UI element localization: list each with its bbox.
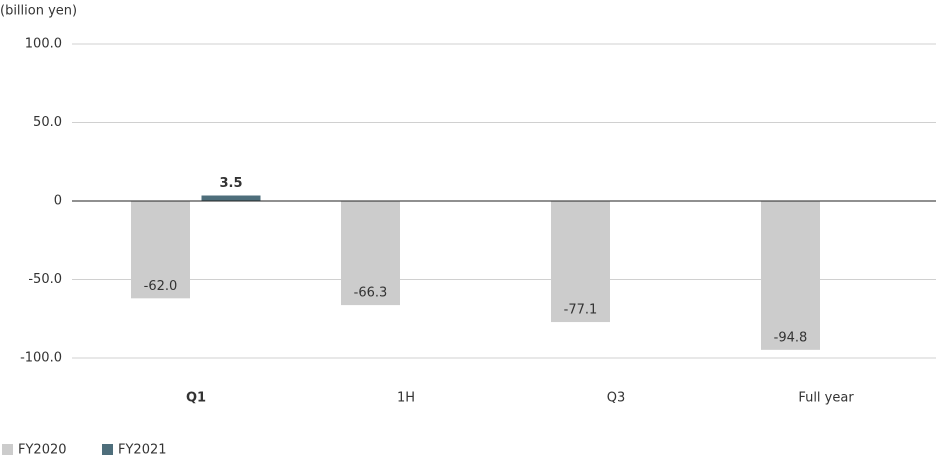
x-tick-label: Full year — [798, 391, 854, 406]
x-tick-label: Q3 — [607, 391, 626, 406]
bar — [551, 201, 610, 323]
value-label: 3.5 — [219, 176, 242, 191]
legend-swatch — [2, 444, 13, 455]
bar — [341, 201, 400, 306]
x-tick-label: 1H — [397, 391, 415, 406]
value-label: -62.0 — [144, 279, 178, 294]
y-tick-label: 100.0 — [25, 37, 62, 52]
y-tick-label: -50.0 — [28, 272, 62, 287]
bar — [201, 195, 261, 201]
bar — [761, 201, 820, 350]
value-label: -94.8 — [774, 330, 808, 345]
value-label: -66.3 — [354, 286, 388, 301]
y-tick-label: 0 — [54, 194, 62, 209]
y-tick-label: -100.0 — [20, 351, 62, 366]
y-tick-label: 50.0 — [33, 115, 62, 130]
legend-swatch — [102, 444, 113, 455]
y-axis-label: (billion yen) — [0, 4, 77, 19]
legend-label: FY2021 — [118, 443, 167, 456]
legend-label: FY2020 — [18, 443, 67, 456]
bar — [131, 201, 190, 299]
x-tick-label: Q1 — [186, 391, 206, 406]
value-label: -77.1 — [564, 303, 598, 318]
